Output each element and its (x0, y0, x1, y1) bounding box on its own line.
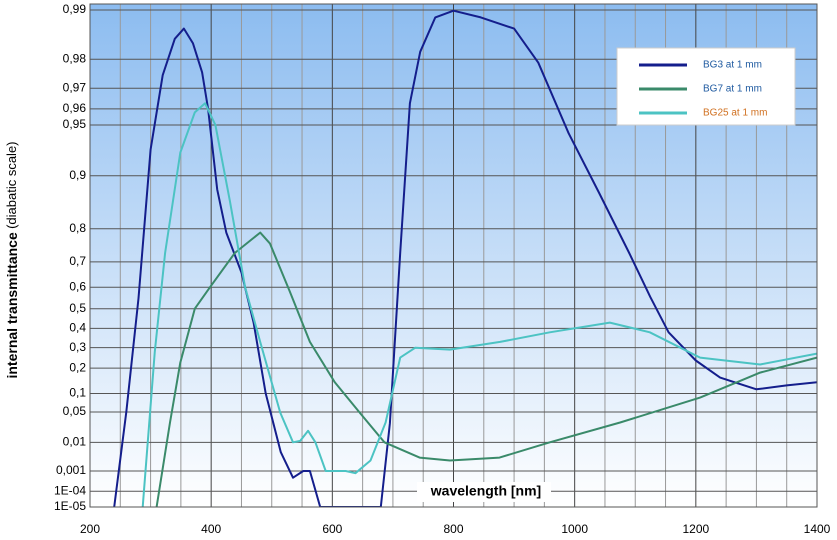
y-tick-label: 0,01 (63, 435, 87, 449)
y-tick-label: 0,6 (69, 279, 86, 293)
x-label-bg (417, 482, 551, 502)
y-tick-label: 0,4 (69, 321, 86, 335)
y-tick-label: 0,7 (69, 254, 86, 268)
series-line (113, 9, 817, 507)
legend: BG3 at 1 mm BG7 at 1 mm BG25 at 1 mm (616, 47, 796, 126)
x-tick-label: 200 (80, 522, 100, 536)
legend-label: BG7 at 1 mm (703, 84, 762, 95)
plot-frame (89, 3, 818, 508)
ticks: 200 400 600 800 1000 1200 1400 0,99 0,98 0,97 0,96… (54, 2, 831, 536)
x-axis-label: wavelength [nm] (430, 483, 541, 499)
y-tick-label: 0,2 (69, 360, 86, 374)
y-tick-label: 0,99 (63, 2, 87, 16)
x-tick-label: 400 (201, 522, 221, 536)
x-tick-label: 600 (322, 522, 342, 536)
y-tick-label: 0,95 (63, 117, 87, 131)
legend-label: BG25 at 1 mm (703, 108, 767, 119)
series-line (141, 102, 817, 507)
y-tick-label: 0,001 (56, 463, 86, 477)
y-tick-label: 0,96 (63, 101, 87, 115)
legend-label: BG3 at 1 mm (703, 60, 762, 71)
y-tick-label: 0,98 (63, 51, 87, 65)
y-tick-label: 0,8 (69, 221, 86, 235)
y-tick-label: 0,05 (63, 404, 87, 418)
y-tick-label: 0,5 (69, 301, 86, 315)
y-tick-label: 1E-04 (54, 483, 86, 497)
y-tick-label: 0,1 (69, 386, 86, 400)
series-line (155, 231, 817, 507)
x-tick-label: 1000 (561, 522, 588, 536)
y-axis-label: internal transmittance (diabatic scale) (4, 141, 20, 378)
y-axis-label-main: internal transmittance (4, 232, 20, 378)
lines (113, 9, 817, 507)
y-tick-label: 0,97 (63, 80, 87, 94)
y-tick-label: 1E-05 (54, 499, 86, 513)
x-tick-label: 1200 (682, 522, 709, 536)
y-tick-label: 0,9 (69, 168, 86, 182)
y-tick-label: 0,3 (69, 340, 86, 354)
x-tick-label: 1400 (804, 522, 831, 536)
y-axis-label-note: (diabatic scale) (4, 141, 19, 228)
x-tick-label: 800 (443, 522, 463, 536)
